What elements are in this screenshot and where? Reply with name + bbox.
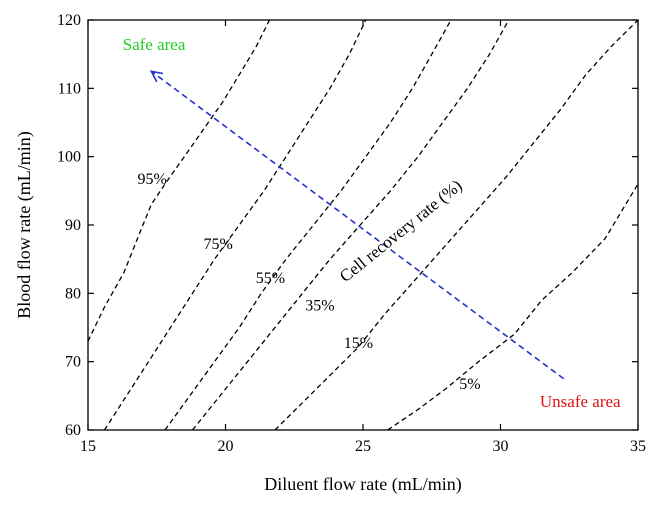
contour-line-35 bbox=[191, 20, 510, 430]
contour-label-95: 95% bbox=[138, 171, 167, 188]
annotation-safe-area: Safe area bbox=[123, 35, 186, 54]
tick-labels: 15 20 25 30 35 60 70 80 90 100 110 120 bbox=[57, 12, 646, 455]
contour-labels: 95% 75% 55% 35% 15% 5% bbox=[138, 171, 481, 393]
contour-label-15: 15% bbox=[344, 335, 373, 352]
x-tick-label-20: 20 bbox=[218, 438, 234, 455]
annotation-unsafe-area: Unsafe area bbox=[540, 392, 621, 411]
contour-label-5: 5% bbox=[459, 376, 480, 393]
y-tick-label-90: 90 bbox=[65, 217, 81, 234]
x-tick-label-15: 15 bbox=[80, 438, 96, 455]
x-tick-label-35: 35 bbox=[630, 438, 646, 455]
contour-line-95 bbox=[88, 20, 271, 342]
x-tick-label-25: 25 bbox=[355, 438, 371, 455]
arrow-shaft bbox=[150, 70, 565, 380]
axis-ticks bbox=[87, 19, 639, 431]
y-tick-label-60: 60 bbox=[65, 422, 81, 439]
y-tick-label-100: 100 bbox=[57, 149, 81, 166]
x-tick-label-30: 30 bbox=[493, 438, 509, 455]
direction-arrow bbox=[149, 70, 565, 380]
contour-label-55: 55% bbox=[256, 270, 285, 287]
contour-label-75: 75% bbox=[204, 236, 233, 253]
x-axis-title: Diluent flow rate (mL/min) bbox=[264, 474, 461, 495]
plot-frame bbox=[87, 19, 639, 431]
y-tick-label-120: 120 bbox=[57, 12, 81, 29]
contour-line-15 bbox=[274, 20, 638, 430]
y-tick-label-110: 110 bbox=[58, 80, 81, 97]
contour-line-75 bbox=[103, 20, 367, 430]
y-tick-label-80: 80 bbox=[65, 285, 81, 302]
contour-lines bbox=[88, 20, 638, 430]
y-axis-title: Blood flow rate (mL/min) bbox=[14, 131, 35, 318]
arrow-head bbox=[149, 70, 164, 83]
y-tick-label-70: 70 bbox=[65, 354, 81, 371]
contour-line-5 bbox=[387, 183, 638, 430]
contour-label-35: 35% bbox=[305, 297, 334, 314]
